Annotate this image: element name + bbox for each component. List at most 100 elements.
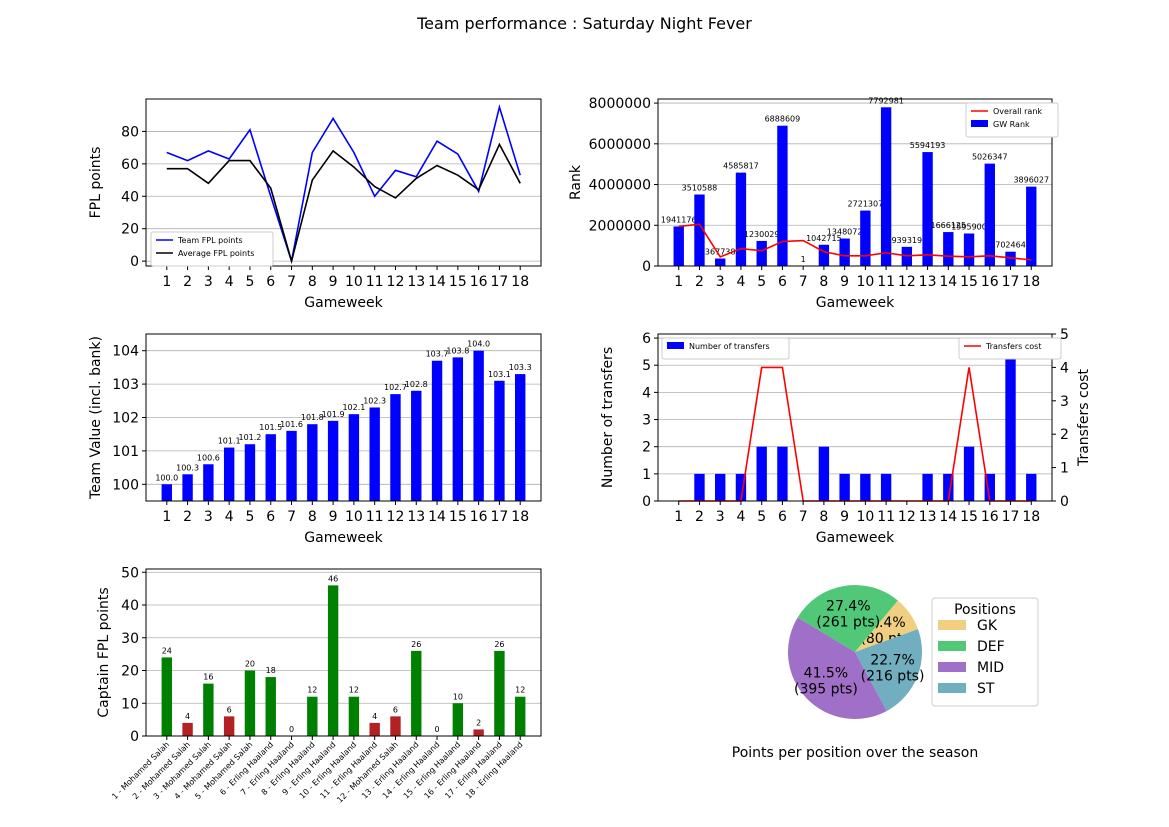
y-tick-label: 102 xyxy=(112,411,139,427)
value-bar xyxy=(265,434,276,501)
y-axis-label: Captain FPL points xyxy=(96,587,112,717)
bar-label: 26 xyxy=(411,640,421,649)
x-tick-label: 1 xyxy=(162,274,171,290)
y-tick-label: 104 xyxy=(112,344,139,360)
x-tick-label: 11 xyxy=(877,274,895,290)
y2-tick-label: 1 xyxy=(1060,461,1069,477)
x-axis-label: Gameweek xyxy=(816,530,895,546)
bar-label: 16 xyxy=(203,673,213,682)
y-tick-label: 3 xyxy=(642,413,651,429)
pie-slice-mid xyxy=(788,617,887,719)
rank-bar xyxy=(756,240,767,266)
x-tick-label: 4 xyxy=(225,509,234,525)
y-tick-label: 30 xyxy=(121,631,139,647)
value-bar xyxy=(369,407,380,501)
captain-bar xyxy=(307,696,318,736)
value-bar xyxy=(390,394,401,501)
legend-frame xyxy=(965,102,1059,138)
bar-label: 100.6 xyxy=(197,453,220,462)
bar-label: 1595900 xyxy=(951,222,987,231)
rank-bar xyxy=(735,172,747,266)
bar-label: 101.8 xyxy=(301,413,324,422)
value-bar xyxy=(327,420,339,501)
panel-rank: 1941176351058836773845858171230029688860… xyxy=(568,96,1059,311)
value-bar xyxy=(515,374,526,501)
x-tick-label: 17 xyxy=(1002,509,1020,525)
x-tick-label: 16 xyxy=(470,274,488,290)
x-tick-label: 2 xyxy=(695,509,704,525)
captain-bar xyxy=(203,683,214,736)
axes-frame xyxy=(145,98,542,267)
legend-label: ST xyxy=(977,681,995,697)
bar-label: 4585817 xyxy=(723,162,759,171)
x-tick-label: 15 xyxy=(449,274,467,290)
captain-bar xyxy=(369,722,380,736)
bar-label: 10 xyxy=(453,692,463,701)
legend-label: DEF xyxy=(977,639,1005,655)
x-tick-label: 16 xyxy=(981,274,999,290)
x-tick-label: 5 xyxy=(245,274,254,290)
x-axis-label: Gameweek xyxy=(304,295,383,311)
bar-label: 101.1 xyxy=(218,437,241,446)
value-bar xyxy=(452,357,464,501)
x-tick-label: 6 xyxy=(778,274,787,290)
x-tick-label: 11 xyxy=(877,509,895,525)
legend-title: Positions xyxy=(954,602,1016,618)
legend-label: Number of transfers xyxy=(689,342,770,351)
x-tick-label: 18 xyxy=(1022,509,1040,525)
y-tick-label: 40 xyxy=(121,598,139,614)
x-tick-label: 14 xyxy=(428,509,446,525)
x-axis-label: Gameweek xyxy=(816,295,895,311)
x-tick-label: 17 xyxy=(1002,274,1020,290)
x-tick-label: 13 xyxy=(919,274,937,290)
axes-frame xyxy=(145,568,542,737)
x-tick-label: 18 xyxy=(511,274,529,290)
bar-label: 702464 xyxy=(995,241,1026,250)
legend-frame xyxy=(150,231,274,267)
transfer-bar xyxy=(756,446,767,501)
pie-label: (395 pts) xyxy=(794,682,858,698)
bar-label: 101.6 xyxy=(280,420,303,429)
x-tick-label: 8 xyxy=(308,274,317,290)
transfer-bar xyxy=(943,473,954,501)
bar-label: 1941176 xyxy=(661,215,697,224)
x-tick-label: 13 xyxy=(407,274,425,290)
bar-label: 1 xyxy=(801,255,806,264)
pie-label: (216 pts) xyxy=(861,668,925,684)
bar-label: 103.3 xyxy=(509,363,532,372)
y-tick-label: 101 xyxy=(112,444,139,460)
transfer-bar xyxy=(694,473,705,501)
bar-label: 2 xyxy=(476,718,481,727)
bar-label: 7792981 xyxy=(868,96,904,105)
bar-label: 102.1 xyxy=(342,403,365,412)
legend-swatch xyxy=(938,683,966,693)
value-bar xyxy=(286,430,297,501)
axes-frame xyxy=(657,98,1053,267)
captain-bar xyxy=(473,729,484,736)
x-tick-label: 3 xyxy=(204,274,213,290)
transfer-bar xyxy=(1005,338,1016,501)
captain-bar xyxy=(182,722,193,736)
y-tick-label: 2 xyxy=(642,440,651,456)
x-tick-label: 2 xyxy=(183,274,192,290)
x-tick-label: 4 xyxy=(736,274,745,290)
y-tick-label: 80 xyxy=(121,124,139,140)
x-tick-label: 1 xyxy=(162,509,171,525)
bar-label: 367738 xyxy=(705,248,736,257)
transfer-cost-line xyxy=(678,366,1032,502)
x-axis-label: Gameweek xyxy=(304,530,383,546)
bar-label: 3510588 xyxy=(682,184,718,193)
bar-label: 102.8 xyxy=(405,380,428,389)
x-tick-label: 2 xyxy=(695,274,704,290)
transfer-bar xyxy=(777,446,788,501)
bar-label: 939319 xyxy=(892,236,923,245)
rank-bar xyxy=(673,226,684,266)
x-tick-label: 11 xyxy=(366,274,384,290)
pie-label: 22.7% xyxy=(870,652,914,668)
rank-bar xyxy=(1026,186,1037,266)
bar-label: 26 xyxy=(494,640,504,649)
x-tick-label: 11 xyxy=(366,509,384,525)
x-tick-label: 1 xyxy=(674,509,683,525)
